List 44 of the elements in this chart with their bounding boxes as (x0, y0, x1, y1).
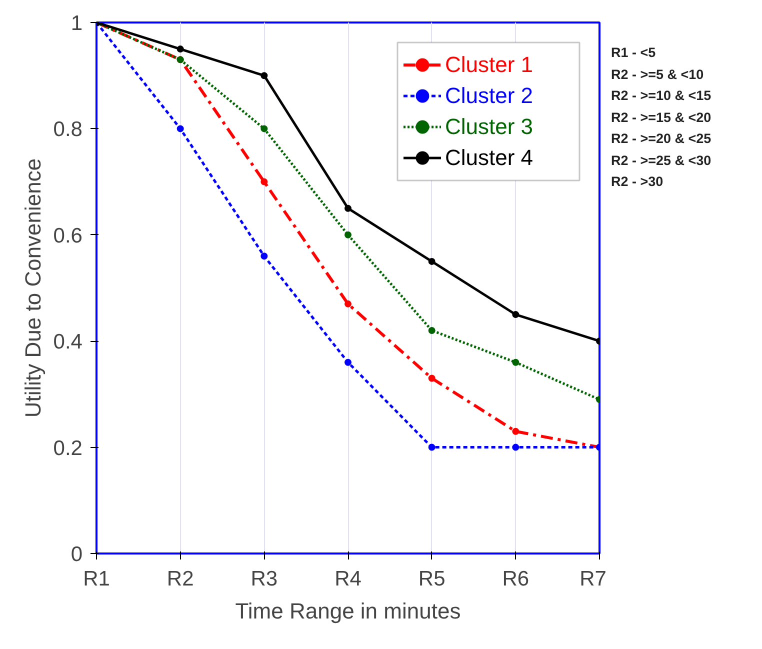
point (428, 258, 436, 265)
text: R2 - >=10 & <15 (611, 87, 712, 105)
x-tick-label: R7 (580, 568, 607, 590)
point (428, 326, 436, 334)
text: R2 - >=20 & <25 (611, 130, 712, 148)
point (512, 444, 520, 451)
y-tick-label: 1 (70, 12, 83, 35)
point (512, 311, 520, 318)
x-tick-label: R6 (502, 568, 530, 590)
point (260, 72, 268, 80)
point (428, 444, 436, 451)
point (176, 46, 184, 53)
y-tick-label: 0.8 (53, 118, 83, 142)
x-tick-label: R1 (83, 568, 110, 590)
point (512, 358, 520, 366)
point (260, 178, 268, 186)
y-axis-title: Utility Due to Convenience (20, 158, 46, 418)
point (344, 231, 352, 238)
legend-label: Cluster 3 (445, 112, 534, 140)
x-tick-label: R2 (166, 568, 194, 590)
point (512, 428, 520, 435)
point (428, 374, 436, 382)
point (344, 300, 352, 308)
legend-label: Cluster 1 (445, 50, 534, 78)
y-tick-label: 0.4 (53, 330, 83, 354)
x-tick-label: R5 (418, 568, 446, 590)
legend-label: Cluster 4 (445, 144, 534, 172)
y-tick-label: 0.2 (53, 436, 83, 460)
point (260, 252, 268, 260)
x-tick-label: R3 (250, 568, 278, 590)
point (344, 358, 352, 366)
text: R2 - >=15 & <20 (611, 108, 712, 126)
x-tick-label: R4 (334, 568, 362, 590)
text: R2 - >=25 & <30 (611, 152, 712, 170)
y-tick-label: 0.6 (53, 224, 83, 248)
text: R2 - >=5 & <10 (611, 66, 705, 84)
y-tick-label: 0 (70, 543, 83, 566)
text: R1 - <5 (611, 44, 657, 62)
x-axis-title: Time Range in minutes (235, 598, 461, 624)
point (260, 125, 268, 132)
text: R2 - >30 (611, 173, 664, 191)
point (176, 125, 184, 132)
point (344, 204, 352, 212)
legend-label: Cluster 2 (445, 82, 534, 110)
